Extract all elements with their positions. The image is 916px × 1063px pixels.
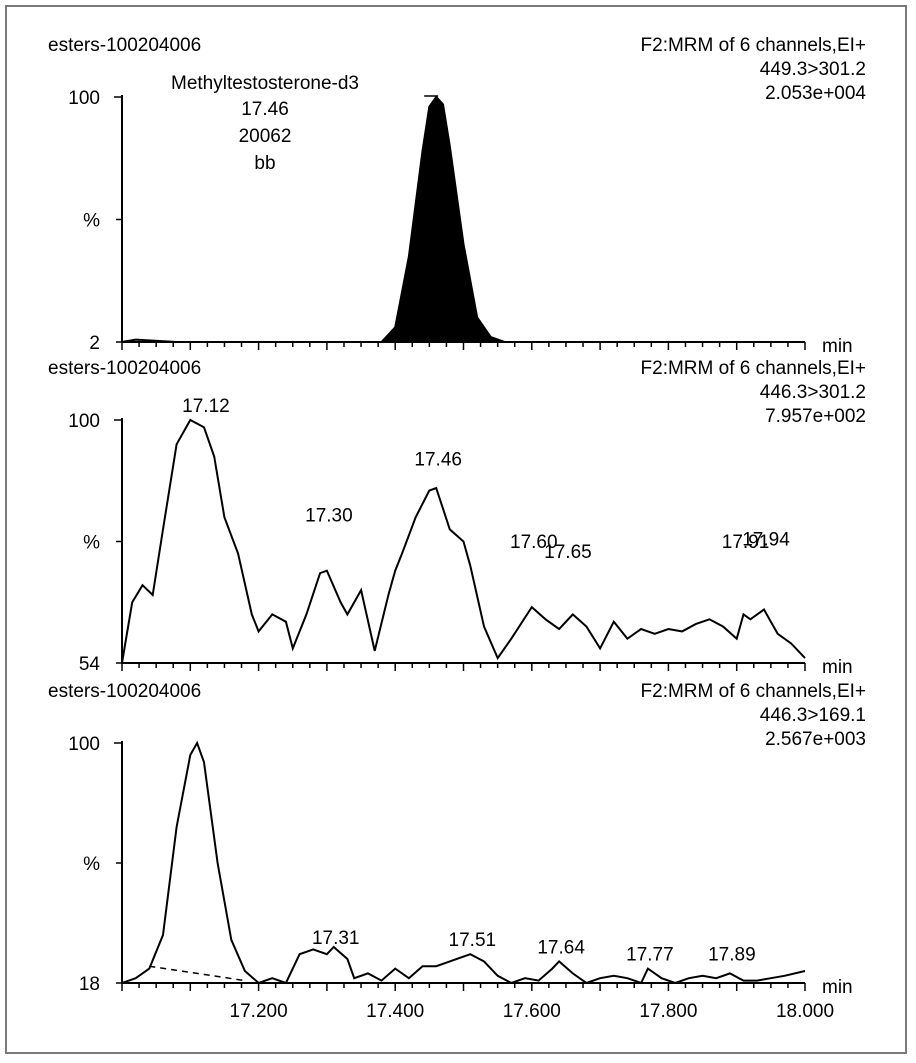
x-tick-label: 17.600 [503, 1001, 561, 1022]
y-axis-percent-label: % [83, 211, 100, 232]
peak-rt-label: 17.91 [722, 532, 770, 553]
integration-flag-label: bb [254, 153, 275, 174]
x-tick-label: 17.200 [230, 1001, 288, 1022]
integrated-peak-area [380, 96, 505, 343]
x-axis-unit-label: min [822, 657, 853, 678]
function-description: F2:MRM of 6 channels,EI+ [641, 358, 866, 379]
x-tick-label: 18.000 [776, 1001, 834, 1022]
peak-rt-label: 17.60 [510, 532, 558, 553]
mrm-transition: 449.3>301.2 [760, 59, 866, 80]
chromatogram-trace [121, 418, 806, 664]
mrm-transition: 446.3>301.2 [760, 382, 866, 403]
x-axis-unit-label: min [822, 977, 853, 998]
sample-name: esters-100204006 [48, 35, 201, 56]
peak-rt-label: 17.31 [312, 928, 360, 949]
chromatogram-trace [121, 740, 806, 985]
chromatogram-panel-2: esters-100204006 F2:MRM of 6 channels,EI+… [48, 358, 866, 678]
peak-rt-label: 17.89 [708, 945, 756, 966]
chromatogram-panel-3: esters-100204006 F2:MRM of 6 channels,EI+… [48, 681, 866, 1022]
x-tick-label: 17.400 [366, 1001, 424, 1022]
compound-name-label: Methyltestosterone-d3 [171, 73, 359, 94]
peak-rt-label: 17.12 [182, 396, 230, 417]
y-axis-min-label: 54 [79, 654, 101, 675]
max-intensity: 7.957e+002 [765, 406, 866, 427]
y-axis-max-label: 100 [68, 734, 100, 755]
peak-area-label: 20062 [239, 126, 292, 147]
x-tick-label: 17.800 [639, 1001, 697, 1022]
mrm-transition: 446.3>169.1 [760, 705, 866, 726]
peak-rt-label: 17.64 [537, 937, 585, 958]
y-axis-percent-label: % [83, 533, 100, 554]
y-axis-min-label: 2 [89, 333, 100, 354]
chromatogram-figure [5, 5, 907, 1054]
y-axis-min-label: 18 [79, 974, 100, 995]
function-description: F2:MRM of 6 channels,EI+ [641, 35, 866, 56]
peak-rt-label: 17.77 [626, 945, 674, 966]
y-axis-max-label: 100 [68, 411, 100, 432]
integration-baseline [149, 965, 246, 982]
peak-rt-label: 17.94 [742, 530, 790, 551]
retention-time-label: 17.46 [241, 99, 289, 120]
peak-rt-label: 17.46 [414, 449, 462, 470]
peak-rt-label: 17.65 [544, 542, 592, 563]
peak-rt-label: 17.30 [305, 505, 353, 526]
y-axis-max-label: 100 [68, 88, 100, 109]
peak-rt-label: 17.51 [449, 930, 497, 951]
max-intensity: 2.567e+003 [765, 729, 866, 750]
function-description: F2:MRM of 6 channels,EI+ [641, 681, 866, 702]
max-intensity: 2.053e+004 [765, 83, 866, 104]
y-axis-percent-label: % [83, 854, 100, 875]
sample-name: esters-100204006 [48, 681, 201, 702]
sample-name: esters-100204006 [48, 358, 201, 379]
chromatogram-panel-1: esters-100204006 F2:MRM of 6 channels,EI+… [48, 35, 866, 357]
x-axis-unit-label: min [822, 336, 853, 357]
